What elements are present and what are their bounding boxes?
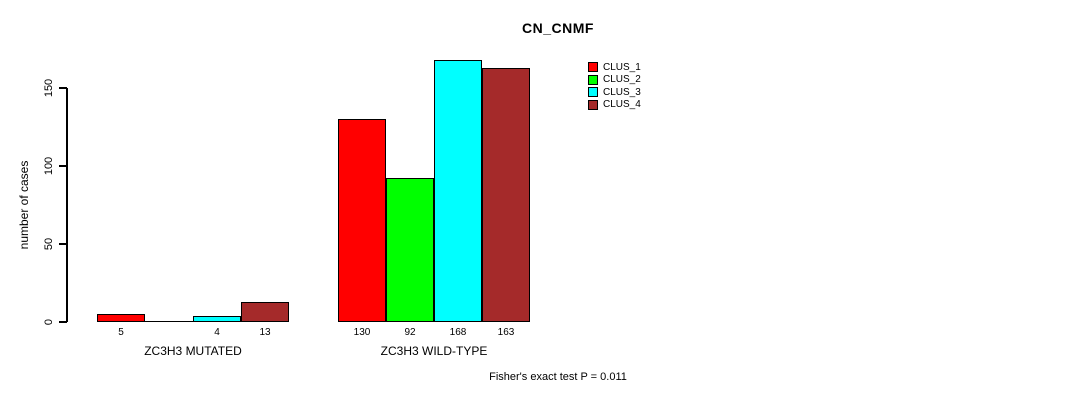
legend-label-clus1: CLUS_1 bbox=[603, 61, 641, 73]
legend-label-clus2: CLUS_2 bbox=[603, 74, 641, 86]
legend-label-clus3: CLUS_3 bbox=[603, 86, 641, 98]
bar-clus_4-wildtype bbox=[482, 68, 530, 322]
legend-item-clus3: CLUS_3 bbox=[588, 86, 641, 99]
y-tick-label-0: 0 bbox=[43, 318, 55, 326]
bar-clus_3-wildtype bbox=[434, 60, 482, 322]
bar-value-label: 130 bbox=[353, 327, 371, 338]
bar-value-label: 4 bbox=[214, 327, 220, 338]
chart-title: CN_CNMF bbox=[522, 20, 594, 36]
legend: CLUS_1 CLUS_2 CLUS_3 CLUS_4 bbox=[588, 61, 641, 111]
legend-swatch-clus2-icon bbox=[588, 74, 598, 85]
legend-swatch-clus3-icon bbox=[588, 87, 598, 98]
legend-swatch-clus1-icon bbox=[588, 62, 598, 73]
bar-value-label: 5 bbox=[118, 327, 124, 338]
y-axis-line bbox=[66, 88, 68, 322]
y-tick-0 bbox=[59, 321, 67, 323]
annotation-fisher-test: Fisher's exact test P = 0.011 bbox=[489, 371, 627, 383]
bar-clus_1-mutated bbox=[97, 314, 145, 322]
x-group-label-mutated: ZC3H3 MUTATED bbox=[144, 344, 242, 358]
y-tick-100 bbox=[59, 165, 67, 167]
y-tick-50 bbox=[59, 243, 67, 245]
bar-value-label: 13 bbox=[259, 327, 271, 338]
x-group-label-wildtype: ZC3H3 WILD-TYPE bbox=[380, 344, 488, 358]
bar-clus_3-mutated bbox=[193, 316, 241, 322]
y-tick-150 bbox=[59, 87, 67, 89]
y-tick-label-100: 100 bbox=[43, 156, 55, 176]
bar-clus_1-wildtype bbox=[338, 119, 386, 322]
legend-swatch-clus4-icon bbox=[588, 99, 598, 110]
legend-item-clus4: CLUS_4 bbox=[588, 99, 641, 112]
bar-value-label: 168 bbox=[449, 327, 467, 338]
bar-clus_2-mutated bbox=[145, 320, 193, 322]
bar-value-label: 163 bbox=[497, 327, 515, 338]
y-tick-label-150: 150 bbox=[43, 78, 55, 98]
legend-item-clus1: CLUS_1 bbox=[588, 61, 641, 74]
legend-item-clus2: CLUS_2 bbox=[588, 74, 641, 87]
bar-clus_2-wildtype bbox=[386, 178, 434, 322]
bar-clus_4-mutated bbox=[241, 302, 289, 322]
bar-value-label: 92 bbox=[404, 327, 416, 338]
y-tick-label-50: 50 bbox=[43, 237, 55, 251]
y-axis-label: number of cases bbox=[17, 160, 31, 250]
legend-label-clus4: CLUS_4 bbox=[603, 99, 641, 111]
